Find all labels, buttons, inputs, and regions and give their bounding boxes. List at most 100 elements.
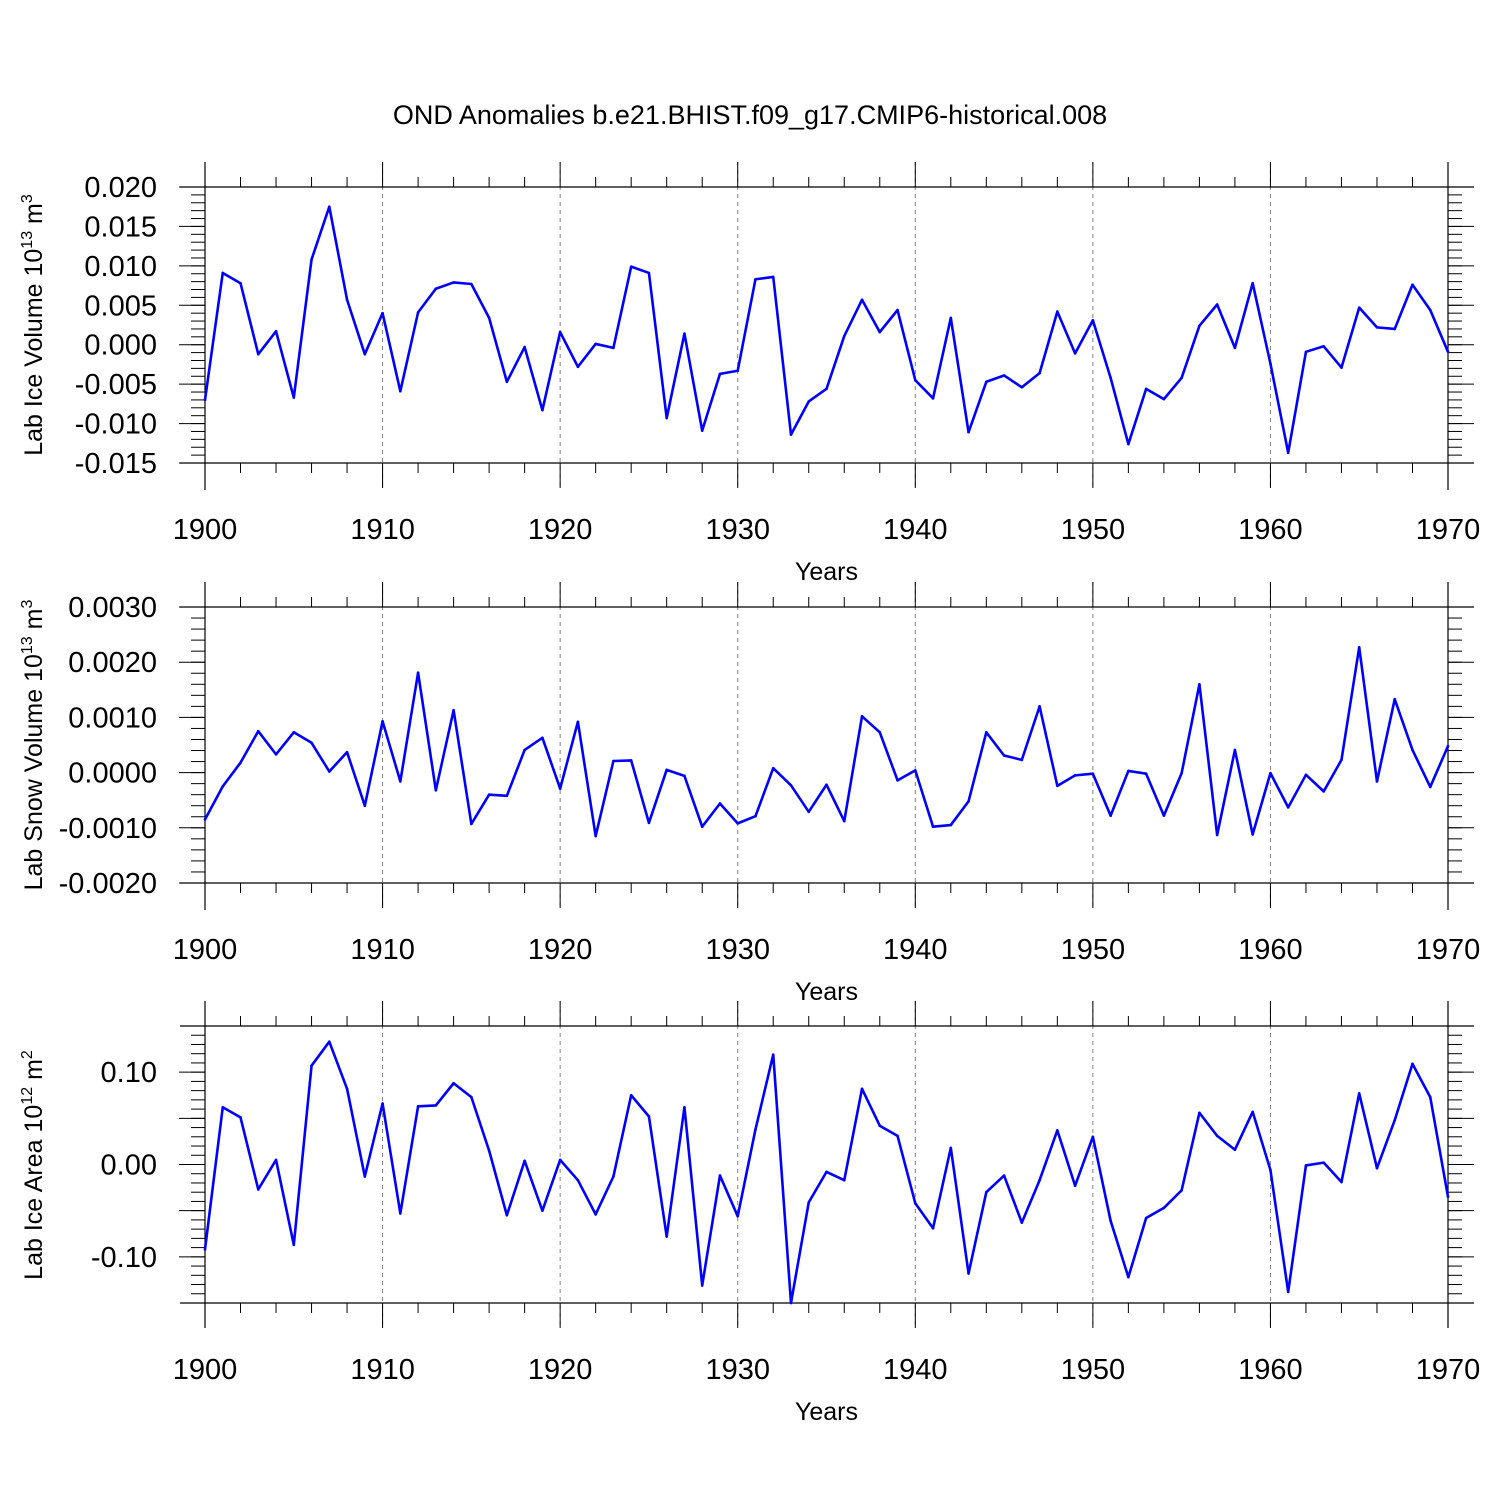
- snow-volume-y-tick-label: 0.0030: [68, 592, 157, 624]
- ice-area-data-point: [825, 1170, 828, 1174]
- snow-volume-data-point: [1002, 754, 1006, 757]
- ice-volume-x-tick-label: 1930: [705, 514, 770, 546]
- snow-volume-y-axis-superscript: 3: [19, 600, 36, 609]
- ice-area-data-point: [1056, 1129, 1059, 1132]
- ice-area-data-point: [1144, 1216, 1148, 1220]
- ice-volume-data-point: [629, 265, 633, 268]
- ice-volume-data-point: [754, 277, 757, 281]
- ice-area-data-point: [1340, 1180, 1343, 1184]
- snow-volume-data-point: [825, 783, 828, 787]
- ice-volume-data-point: [967, 430, 970, 434]
- panel-ice-area: 0.10 0.00 -0.10 1900 1910 1920 1930 1940 1950 196…: [19, 1001, 1480, 1426]
- snow-volume-data-point: [1304, 773, 1308, 777]
- ice-area-data-point: [718, 1174, 722, 1177]
- ice-area-x-tick-label: 1910: [350, 1354, 415, 1386]
- ice-volume-x-tick-label: 1910: [350, 514, 415, 546]
- ice-volume-x-tick-label: 1950: [1061, 514, 1126, 546]
- ice-area-data-point: [1322, 1161, 1325, 1164]
- ice-volume-data-point: [931, 397, 935, 400]
- snow-volume-x-tick-label: 1950: [1061, 934, 1126, 966]
- ice-volume-data-point: [1304, 350, 1308, 354]
- ice-volume-y-tick-label: 0.000: [84, 330, 157, 362]
- ice-area-data-point: [683, 1105, 686, 1109]
- snow-volume-data-point: [1020, 758, 1024, 762]
- snow-volume-data-point: [1251, 833, 1254, 836]
- ice-area-data-point: [789, 1301, 793, 1305]
- ice-volume-data-point: [1251, 281, 1254, 285]
- ice-volume-data-point: [985, 380, 988, 384]
- ice-area-x-tick-label: 1930: [705, 1354, 770, 1386]
- ice-volume-data-point: [1286, 451, 1290, 455]
- ice-volume-data-point: [1180, 376, 1183, 380]
- ice-volume-y-tick-label: 0.020: [84, 172, 157, 204]
- ice-area-data-point: [1446, 1195, 1450, 1199]
- ice-volume-data-point: [328, 205, 331, 209]
- snow-volume-x-tick-label: 1910: [350, 934, 415, 966]
- ice-area-data-point: [1215, 1134, 1219, 1138]
- ice-volume-y-axis-superscript: 3: [19, 194, 36, 203]
- ice-volume-y-axis-text: m: [20, 203, 48, 231]
- snow-volume-data-point: [1073, 774, 1077, 777]
- snow-volume-data-point: [718, 802, 722, 805]
- snow-volume-data-point: [665, 768, 668, 772]
- ice-area-data-point: [576, 1178, 580, 1182]
- ice-area-y-tick-label: -0.10: [91, 1242, 157, 1274]
- ice-area-x-tick-label: 1920: [528, 1354, 593, 1386]
- snow-volume-data-point: [683, 774, 686, 778]
- ice-area-data-point: [363, 1175, 367, 1178]
- ice-area-data-point: [1393, 1118, 1397, 1122]
- ice-area-data-point: [1109, 1219, 1112, 1223]
- ice-area-data-point: [239, 1116, 242, 1119]
- ice-area-x-tick-label: 1940: [883, 1354, 948, 1386]
- ice-volume-y-tick-label: 0.015: [84, 211, 157, 243]
- ice-area-data-point: [700, 1284, 704, 1287]
- ice-volume-data-point: [487, 316, 491, 320]
- ice-volume-data-point: [1233, 346, 1237, 350]
- snow-volume-x-tick-label: 1920: [528, 934, 593, 966]
- ice-volume-data-point: [1127, 442, 1130, 446]
- ice-area-data-point: [274, 1158, 278, 1162]
- ice-area-data-point: [931, 1226, 935, 1230]
- snow-volume-data-point: [328, 770, 331, 773]
- ice-area-data-point: [754, 1128, 757, 1131]
- snow-volume-data-point: [771, 766, 775, 770]
- snow-volume-data-point: [594, 834, 597, 838]
- snow-volume-data-point: [505, 794, 509, 798]
- ice-area-data-point: [1127, 1275, 1130, 1279]
- ice-volume-data-point: [807, 400, 811, 403]
- ice-area-data-point: [416, 1105, 420, 1108]
- snow-volume-data-point: [789, 783, 793, 787]
- ice-area-data-point: [665, 1235, 668, 1238]
- ice-volume-data-point: [612, 346, 615, 350]
- snow-volume-y-tick-label: 0.0010: [68, 702, 157, 734]
- snow-volume-data-point: [736, 822, 740, 825]
- ice-area-data-point: [310, 1064, 313, 1068]
- ice-volume-data-point: [736, 369, 740, 373]
- ice-volume-data-point: [239, 281, 242, 285]
- ice-area-x-tick-label: 1970: [1416, 1354, 1481, 1386]
- snow-volume-data-point: [931, 825, 935, 828]
- ice-area-y-axis-superscript: 2: [19, 1050, 36, 1059]
- ice-volume-data-point: [434, 287, 438, 291]
- ice-volume-y-tick-label: -0.015: [75, 448, 157, 480]
- ice-volume-data-point: [1056, 310, 1059, 313]
- snow-volume-data-point: [363, 804, 367, 808]
- panel-ice-volume: 0.020 0.015 0.010 0.005 0.000 -0.005 -0.010 -0.…: [19, 162, 1480, 586]
- snow-volume-data-point: [985, 731, 988, 734]
- ice-area-data-point: [629, 1093, 633, 1097]
- ice-area-x-tick-label: 1950: [1061, 1354, 1126, 1386]
- ice-volume-data-point: [1428, 308, 1432, 312]
- ice-area-data-point: [1002, 1174, 1006, 1177]
- figure-title: OND Anomalies b.e21.BHIST.f09_g17.CMIP6-…: [393, 100, 1107, 130]
- ice-area-data-point: [1233, 1148, 1237, 1152]
- ice-volume-data-point: [576, 365, 580, 369]
- snow-volume-x-tick-label: 1900: [173, 934, 238, 966]
- ice-area-data-point: [896, 1134, 899, 1138]
- snow-volume-data-point: [1375, 780, 1379, 783]
- snow-volume-y-axis-title: Lab Snow Volume 1013 m3: [19, 600, 48, 891]
- snow-volume-data-point: [239, 761, 242, 764]
- ice-area-y-axis-text: Lab Ice Area 10: [20, 1105, 48, 1280]
- ice-area-data-point: [399, 1212, 402, 1215]
- snow-volume-data-point: [967, 800, 970, 803]
- ice-area-data-point: [612, 1175, 615, 1178]
